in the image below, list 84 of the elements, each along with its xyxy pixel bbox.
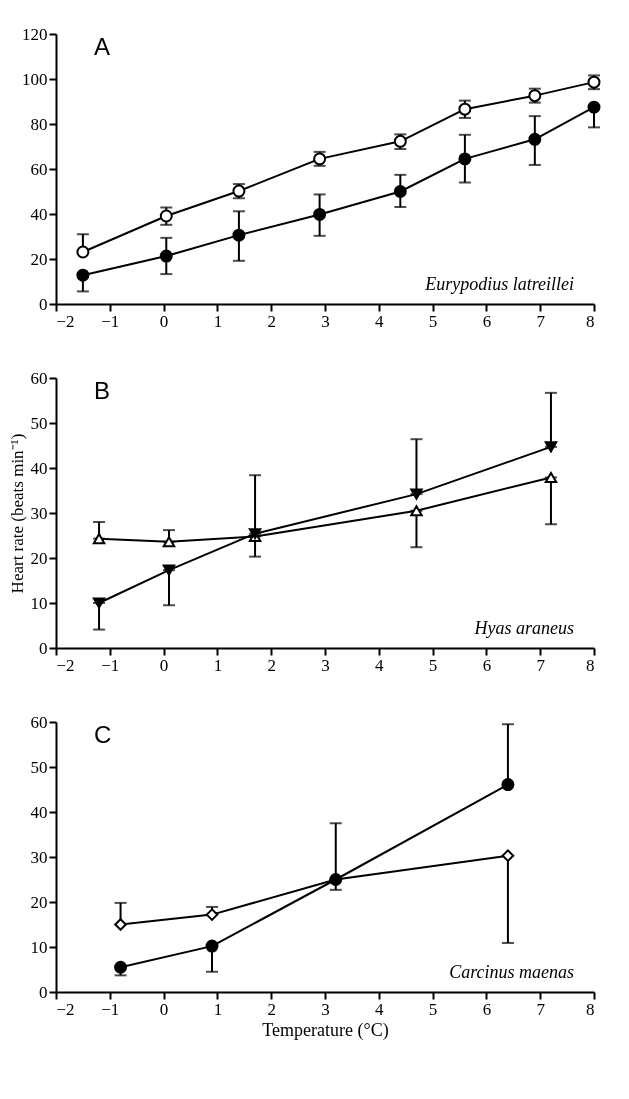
point (92, 533, 106, 545)
point (76, 245, 90, 259)
y-tick-label: 50 (30, 757, 48, 777)
x-tick-label: 1 (213, 655, 223, 675)
y-tick-label: 10 (30, 593, 48, 613)
x-tick-label: −2 (56, 655, 75, 675)
x-tick-label: 6 (482, 311, 492, 331)
annotation: Carcinus maenas (449, 962, 574, 982)
point (313, 207, 327, 221)
y-tick-label: 60 (30, 368, 48, 388)
y-tick-label: 0 (39, 982, 48, 1002)
point (544, 441, 558, 453)
y-tick-label: 30 (30, 847, 48, 867)
x-tick-label: 6 (482, 999, 492, 1019)
point (410, 488, 423, 500)
point (159, 249, 173, 263)
x-tick-label: 4 (375, 999, 385, 1019)
x-tick-label: 1 (213, 311, 223, 331)
chart-title: A (94, 33, 111, 60)
x-tick-label: 5 (428, 311, 438, 331)
point (501, 849, 515, 862)
y-tick-label: 20 (30, 892, 48, 912)
x-tick-label: 4 (375, 311, 385, 331)
x-tick-label: 5 (428, 655, 438, 675)
x-tick-label: 2 (267, 655, 276, 675)
point (393, 185, 407, 198)
x-tick-label: 7 (536, 311, 546, 331)
x-tick-label: 2 (267, 999, 276, 1019)
point (162, 564, 176, 576)
x-tick-label: 3 (321, 655, 330, 675)
x-tick-label: 0 (159, 655, 169, 675)
x-tick-label: 8 (586, 655, 595, 675)
x-tick-label: 3 (321, 311, 330, 331)
y-tick-label: 50 (30, 413, 48, 433)
x-tick-label: −1 (101, 655, 120, 675)
point (544, 471, 558, 483)
point (205, 908, 219, 921)
chart-title: B (94, 377, 111, 404)
x-tick-label: −1 (101, 311, 120, 331)
x-tick-label: 7 (536, 655, 546, 675)
x-axis-title: Temperature (°C) (262, 1019, 389, 1041)
point (76, 268, 90, 282)
point (114, 918, 127, 931)
y-tick-label: 20 (30, 548, 48, 568)
point (410, 505, 423, 517)
x-tick-label: −2 (56, 311, 75, 331)
annotation: Hyas araneus (473, 618, 574, 638)
y-tick-label: 100 (22, 69, 48, 89)
y-tick-label: 120 (22, 24, 48, 44)
x-tick-label: 7 (536, 999, 546, 1019)
y-tick-label: 0 (39, 294, 48, 314)
y-tick-label: 40 (30, 204, 48, 224)
x-tick-label: −2 (56, 999, 75, 1019)
y-tick-label: 0 (39, 638, 48, 658)
x-tick-label: 0 (159, 311, 169, 331)
x-tick-label: 8 (586, 311, 595, 331)
point (205, 939, 219, 953)
y-tick-label: 60 (30, 712, 48, 732)
y-tick-label: 40 (30, 458, 48, 478)
point (458, 152, 472, 166)
x-tick-label: 8 (586, 999, 595, 1019)
y-tick-label: 40 (30, 802, 48, 822)
x-tick-label: 2 (267, 311, 276, 331)
point (232, 228, 246, 242)
y-tick-label: 10 (30, 937, 48, 957)
y-tick-label: 20 (30, 249, 48, 269)
y-tick-label: 60 (30, 159, 48, 179)
chart-title: C (94, 721, 112, 748)
point (92, 597, 106, 609)
point (528, 132, 542, 146)
x-tick-label: 3 (321, 999, 330, 1019)
point (587, 100, 601, 114)
annotation: Eurypodius latreillei (424, 274, 574, 294)
x-tick-label: 6 (482, 655, 492, 675)
point (501, 778, 515, 792)
y-tick-label: 80 (30, 114, 48, 134)
y-axis-title: Heart rate (beats min⁻¹) (7, 433, 27, 594)
x-tick-label: 4 (375, 655, 385, 675)
y-tick-label: 30 (30, 503, 48, 523)
x-tick-label: −1 (101, 999, 120, 1019)
point (162, 536, 176, 548)
x-tick-label: 1 (213, 999, 223, 1019)
x-tick-label: 5 (428, 999, 438, 1019)
x-tick-label: 0 (159, 999, 169, 1019)
